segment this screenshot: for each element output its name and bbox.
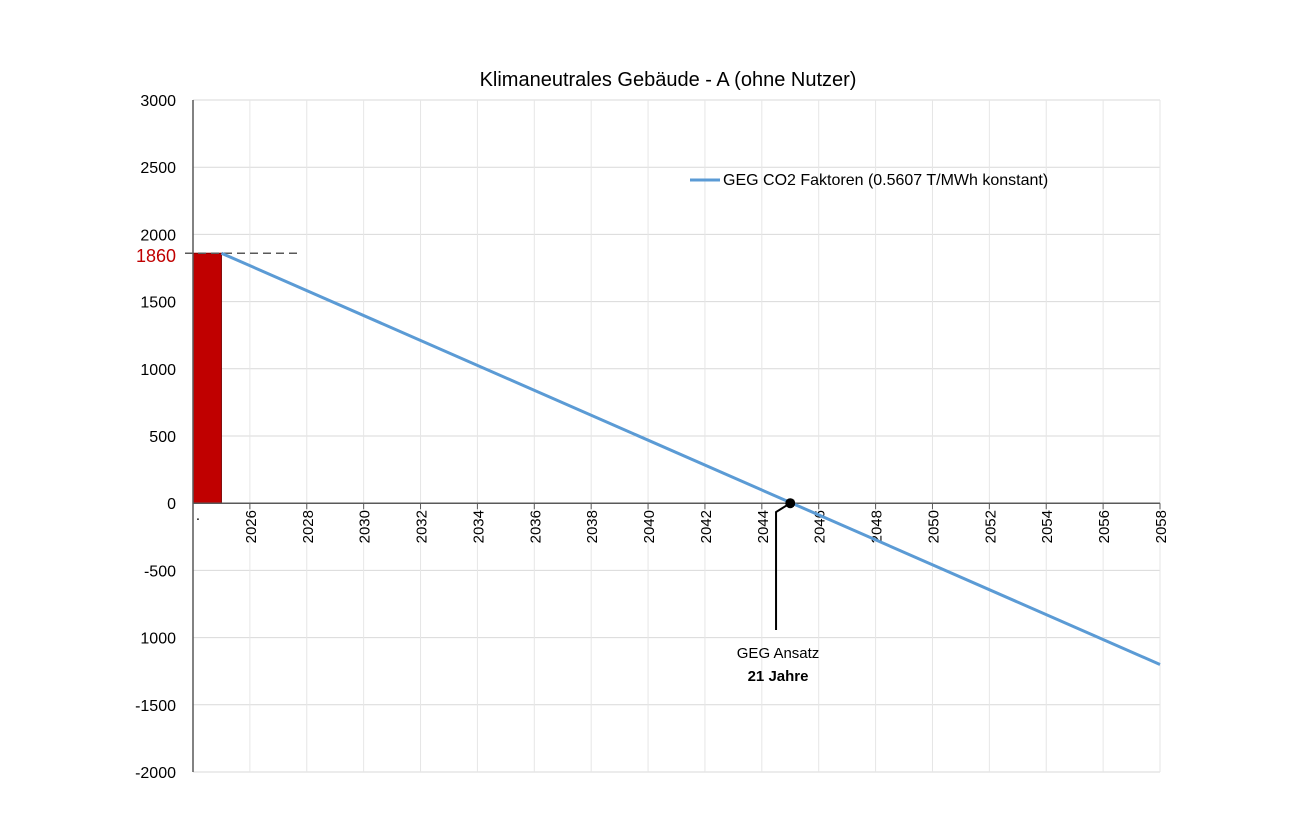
x-tick-label: 2058 bbox=[1153, 510, 1170, 543]
x-tick-label: 2040 bbox=[641, 510, 658, 543]
break-even-point bbox=[785, 498, 796, 509]
initial-emission-bar bbox=[192, 252, 222, 504]
y-tick-label: 1000 bbox=[140, 362, 176, 379]
x-tick-label: 2050 bbox=[925, 510, 942, 543]
x-tick-label: 2054 bbox=[1039, 510, 1056, 543]
y-tick-label: 0 bbox=[167, 496, 176, 513]
x-tick-label: 2044 bbox=[755, 510, 772, 543]
series-line bbox=[220, 251, 1161, 666]
axes bbox=[192, 100, 1161, 772]
x-tick-label: 2036 bbox=[527, 510, 544, 543]
annotation-layer bbox=[775, 498, 796, 630]
legend-series-label: GEG CO2 Faktoren (0.5607 T/MWh konstant) bbox=[723, 172, 1048, 189]
annotation-leader-line bbox=[775, 502, 791, 630]
y-tick-label: 1000 bbox=[140, 631, 176, 648]
y-tick-label: 1500 bbox=[140, 295, 176, 312]
x-tick-label: 2034 bbox=[470, 510, 487, 543]
y-tick-label: -2000 bbox=[135, 765, 176, 782]
x-tick-label: 2048 bbox=[869, 510, 886, 543]
x-first-label: . bbox=[196, 507, 200, 524]
x-tick-label: 2032 bbox=[414, 510, 431, 543]
grid-lines bbox=[193, 99, 1161, 773]
y-tick-label: 500 bbox=[149, 429, 176, 446]
x-tick-label: 2042 bbox=[698, 510, 715, 543]
x-tick-label: 2038 bbox=[584, 510, 601, 543]
y-tick-label: -500 bbox=[144, 563, 176, 580]
y-tick-label: 2000 bbox=[140, 227, 176, 244]
tick-labels: 3000 2500 2000 1500 1000 500 0 -500 1000 -1500 -20… bbox=[135, 93, 1170, 782]
x-tick-label: 2052 bbox=[982, 510, 999, 543]
start-value-label: 1860 bbox=[136, 246, 176, 266]
y-tick-label: -1500 bbox=[135, 698, 176, 715]
x-tick-label: 2026 bbox=[243, 510, 260, 543]
bar-layer bbox=[192, 252, 222, 504]
y-tick-label: 2500 bbox=[140, 160, 176, 177]
x-tick-label: 2056 bbox=[1096, 510, 1113, 543]
y-tick-label: 3000 bbox=[140, 93, 176, 110]
series-layer bbox=[185, 251, 1161, 666]
chart-title: Klimaneutrales Gebäude - A (ohne Nutzer) bbox=[480, 69, 857, 91]
x-tick-label: 2030 bbox=[357, 510, 374, 543]
annotation-years: 21 Jahre bbox=[748, 668, 809, 685]
x-tick-label: 2028 bbox=[300, 510, 317, 543]
annotation-label: GEG Ansatz bbox=[737, 645, 820, 662]
legend: GEG CO2 Faktoren (0.5607 T/MWh konstant) bbox=[690, 172, 1048, 189]
